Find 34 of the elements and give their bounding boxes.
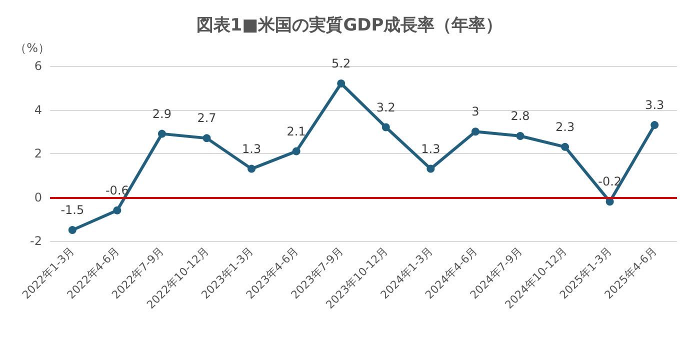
point [382, 123, 390, 132]
data-label: -0.2 [598, 174, 622, 189]
data-label: 2.3 [555, 120, 575, 134]
y-tick-label: 6 [34, 59, 42, 73]
point [68, 226, 76, 234]
y-tick-label: 0 [34, 190, 42, 204]
point [292, 147, 300, 156]
point [426, 164, 435, 173]
y-tick-label: 4 [34, 102, 42, 117]
point [158, 130, 166, 138]
point [561, 142, 570, 151]
point [113, 206, 122, 214]
data-label: 1.3 [242, 142, 262, 156]
data-label: 3.3 [645, 98, 664, 112]
point [248, 164, 256, 173]
data-label: 2.9 [152, 106, 172, 121]
data-label: 2.8 [510, 109, 530, 123]
data-label: 5.2 [332, 56, 351, 70]
data-label: -0.6 [105, 183, 129, 198]
point [516, 132, 524, 140]
y-tick-label: 2 [34, 146, 42, 160]
data-label: 1.3 [421, 142, 440, 156]
point [337, 80, 346, 88]
point [650, 121, 659, 130]
y-tick-label: -2 [30, 234, 42, 248]
data-label: 3.2 [376, 100, 396, 114]
y-axis-title: （%） [14, 41, 50, 55]
data-label: 3 [472, 104, 480, 119]
data-label: 2.7 [197, 111, 216, 126]
point [202, 134, 211, 142]
data-label: -1.5 [60, 203, 84, 218]
point [471, 128, 480, 136]
data-label: 2.1 [286, 124, 306, 138]
chart-title: 図表1■米国の実質GDP成長率（年率） [196, 16, 503, 36]
